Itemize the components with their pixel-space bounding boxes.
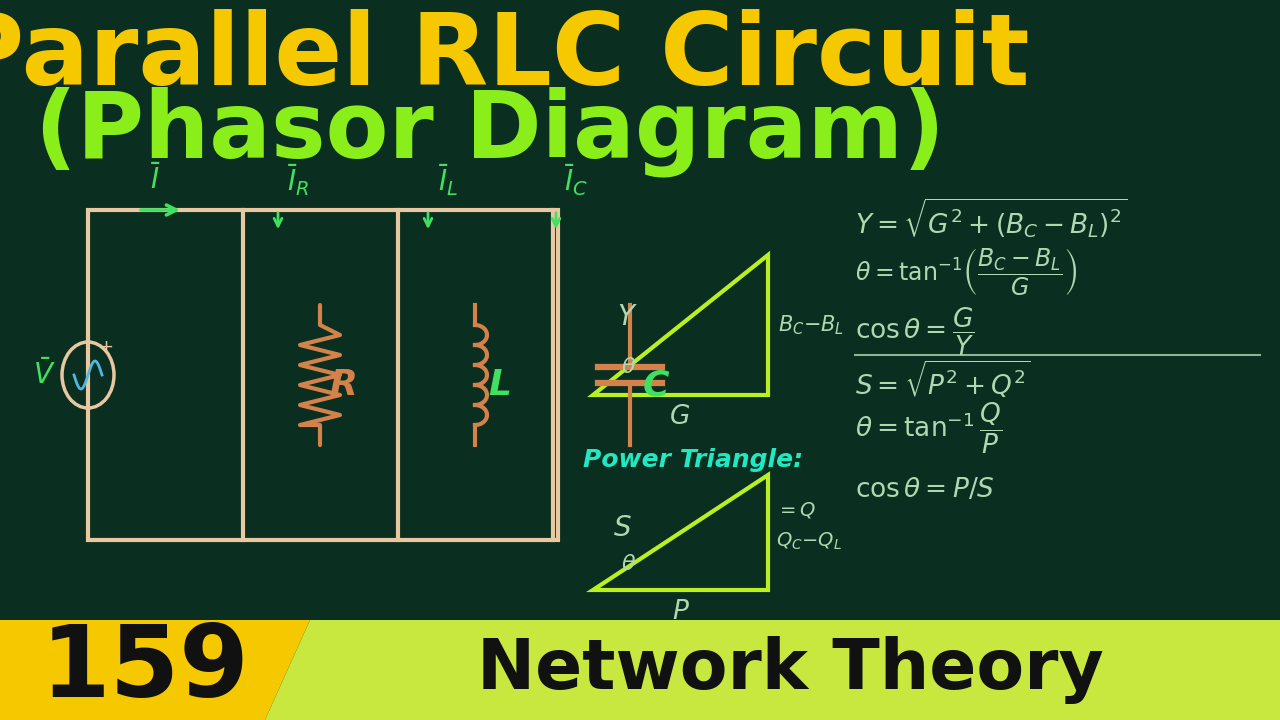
- Text: $\bar{I}$: $\bar{I}$: [151, 165, 161, 195]
- Text: $\bar{I}_C$: $\bar{I}_C$: [564, 162, 588, 198]
- Text: L: L: [489, 368, 512, 402]
- Text: $\theta$: $\theta$: [621, 357, 636, 377]
- Text: S: S: [613, 513, 631, 541]
- Text: C: C: [643, 368, 669, 402]
- Polygon shape: [0, 620, 310, 720]
- Text: $Q_C{-}Q_L$: $Q_C{-}Q_L$: [776, 531, 842, 552]
- Text: (Phasor Diagram): (Phasor Diagram): [35, 86, 945, 177]
- Text: P: P: [672, 599, 689, 625]
- Text: +: +: [99, 338, 114, 356]
- Text: $\bar{I}_L$: $\bar{I}_L$: [438, 162, 458, 198]
- Text: $\bar{I}_R$: $\bar{I}_R$: [287, 162, 308, 198]
- Text: $Y = \sqrt{G^2+(B_C-B_L)^2}$: $Y = \sqrt{G^2+(B_C-B_L)^2}$: [855, 196, 1128, 240]
- Text: $\bar{V}$: $\bar{V}$: [33, 360, 55, 390]
- Text: $= Q$: $= Q$: [776, 500, 817, 520]
- Text: 159: 159: [41, 621, 250, 719]
- Text: Parallel RLC Circuit: Parallel RLC Circuit: [0, 9, 1029, 107]
- Text: $\theta = \tan^{-1}\dfrac{Q}{P}$: $\theta = \tan^{-1}\dfrac{Q}{P}$: [855, 400, 1002, 456]
- Text: G: G: [671, 404, 691, 430]
- Text: $B_C{-}B_L$: $B_C{-}B_L$: [778, 313, 845, 337]
- Text: Power Triangle:: Power Triangle:: [582, 448, 803, 472]
- Text: $\cos\theta = P/S$: $\cos\theta = P/S$: [855, 477, 995, 503]
- Text: $\cos\theta = \dfrac{G}{Y}$: $\cos\theta = \dfrac{G}{Y}$: [855, 306, 974, 358]
- Text: $S = \sqrt{P^2+Q^2}$: $S = \sqrt{P^2+Q^2}$: [855, 359, 1030, 400]
- Polygon shape: [265, 620, 1280, 720]
- Text: Y: Y: [617, 303, 634, 331]
- Text: R: R: [329, 368, 357, 402]
- Bar: [88, 210, 558, 540]
- Text: $\theta$: $\theta$: [621, 554, 636, 574]
- Text: Network Theory: Network Theory: [476, 636, 1103, 704]
- Text: $\theta = \tan^{-1}\!\left(\dfrac{B_C-B_L}{G}\right)$: $\theta = \tan^{-1}\!\left(\dfrac{B_C-B_…: [855, 246, 1078, 298]
